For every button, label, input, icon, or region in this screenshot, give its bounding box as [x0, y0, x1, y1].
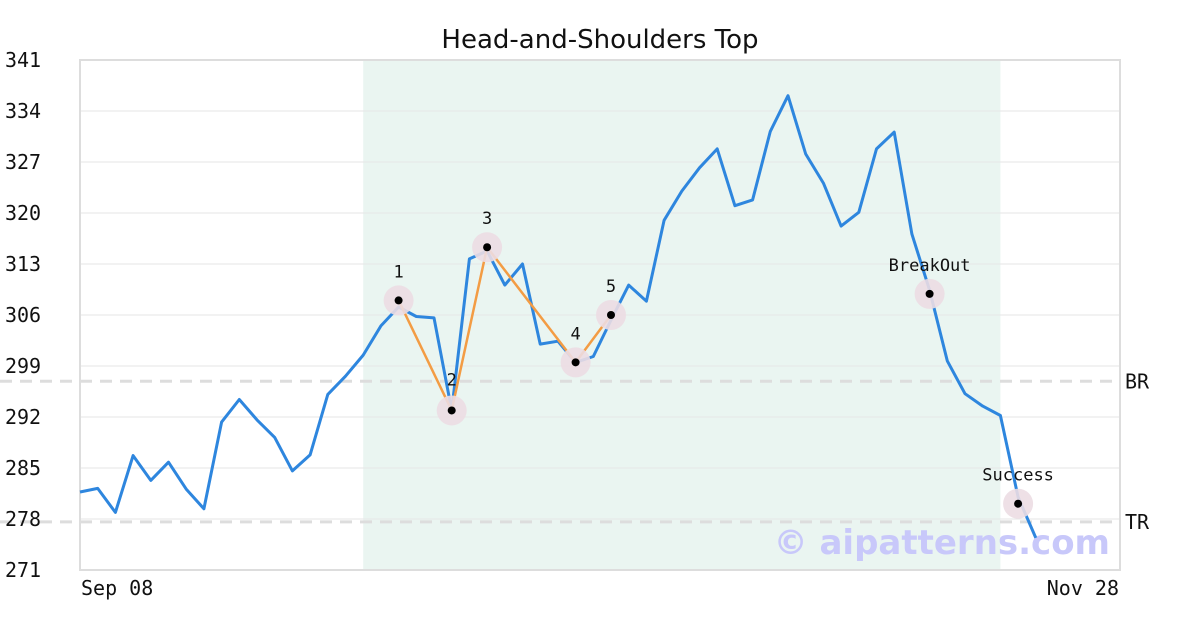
point-marker — [447, 406, 456, 415]
chart-title: Head-and-Shoulders Top — [441, 25, 758, 55]
y-tick-label: 271 — [5, 558, 41, 582]
event-label: Success — [982, 466, 1054, 486]
point-marker — [483, 243, 492, 252]
reference-line-label: BR — [1125, 369, 1150, 393]
pattern-point-label: 4 — [570, 324, 580, 344]
plot-frame — [79, 59, 1121, 571]
y-tick-label: 320 — [5, 201, 41, 225]
event-label: BreakOut — [889, 256, 971, 276]
pattern-point-label: 3 — [482, 209, 492, 229]
pattern-point-label: 5 — [606, 277, 616, 297]
point-marker — [571, 358, 580, 367]
y-tick-label: 327 — [5, 150, 41, 174]
point-marker — [925, 289, 934, 298]
x-tick-label: Sep 08 — [81, 576, 153, 600]
y-tick-label: 313 — [5, 252, 41, 276]
y-tick-label: 278 — [5, 507, 41, 531]
point-marker — [394, 296, 403, 305]
y-tick-label: 292 — [5, 405, 41, 429]
y-tick-label: 299 — [5, 354, 41, 378]
pattern-point-label: 1 — [393, 262, 403, 282]
x-tick-label: Nov 28 — [1047, 576, 1119, 600]
reference-line-label: TR — [1125, 510, 1150, 534]
point-marker — [607, 311, 615, 319]
y-tick-label: 285 — [5, 456, 41, 480]
watermark-text: © aipatterns.com — [774, 523, 1110, 563]
y-tick-label: 334 — [5, 99, 41, 123]
point-marker — [1014, 499, 1023, 508]
pattern-point-label: 2 — [447, 370, 457, 390]
y-tick-label: 306 — [5, 303, 41, 327]
y-tick-label: 341 — [5, 48, 41, 72]
